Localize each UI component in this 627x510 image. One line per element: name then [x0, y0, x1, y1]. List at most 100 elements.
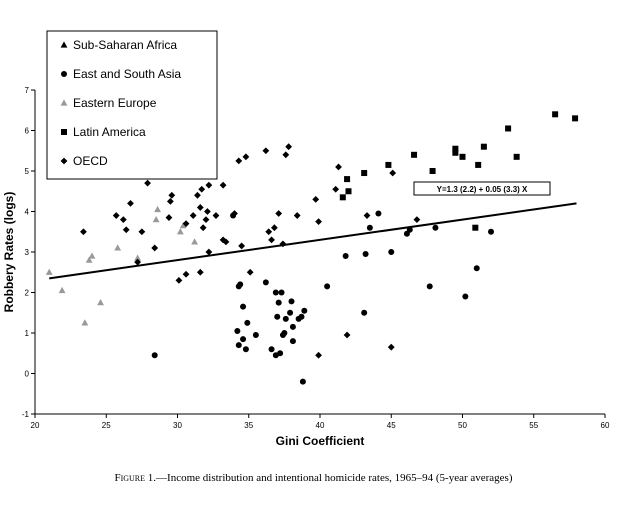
point-east-and-south-asia	[388, 249, 395, 255]
x-tick-label: 50	[458, 421, 467, 430]
point-latin-america	[411, 151, 418, 158]
y-tick-label: 0	[25, 370, 30, 379]
point-east-and-south-asia	[289, 338, 296, 345]
point-eastern-europe	[58, 286, 66, 294]
point-latin-america	[513, 153, 520, 160]
point-oecd	[315, 218, 322, 226]
point-oecd	[199, 224, 207, 232]
caption-text: —Income distribution and intentional hom…	[156, 472, 513, 484]
point-oecd	[205, 248, 213, 256]
point-latin-america	[452, 149, 459, 156]
point-latin-america	[344, 176, 351, 183]
point-oecd	[112, 212, 120, 219]
regression-line-group: Y=1.3 (2.2) + 0.05 (3.3) X	[49, 181, 577, 280]
y-tick-label: 5	[25, 167, 30, 176]
point-latin-america	[459, 153, 466, 160]
point-latin-america	[345, 188, 352, 195]
point-eastern-europe	[97, 299, 104, 306]
point-oecd	[238, 242, 246, 250]
point-oecd	[80, 228, 87, 236]
point-oecd	[122, 226, 130, 234]
point-oecd	[387, 343, 395, 351]
y-tick-label: -1	[22, 410, 30, 419]
point-oecd	[222, 238, 230, 246]
point-oecd	[182, 220, 190, 228]
point-oecd	[279, 240, 287, 248]
point-oecd	[196, 204, 204, 211]
point-oecd	[219, 181, 227, 189]
point-east-and-south-asia	[473, 265, 480, 272]
point-oecd	[312, 195, 320, 203]
legend-marker-oecd	[60, 157, 68, 165]
legend-label-latin-america: Latin America	[73, 125, 146, 139]
x-tick-label: 40	[316, 421, 325, 430]
point-oecd	[151, 244, 159, 252]
point-oecd	[205, 181, 213, 189]
point-oecd	[343, 331, 351, 339]
y-tick-label: 4	[25, 208, 30, 217]
point-oecd	[246, 268, 254, 276]
point-oecd	[119, 216, 127, 223]
y-tick-label: 7	[25, 86, 30, 95]
point-east-and-south-asia	[426, 283, 433, 290]
point-eastern-europe	[81, 319, 89, 326]
point-oecd	[182, 270, 190, 278]
point-oecd	[144, 179, 151, 187]
figure-label: Figure 1.	[114, 472, 157, 484]
point-oecd	[315, 351, 322, 359]
y-ticks: -1 0 1 2 3 4 5 6 7	[22, 86, 35, 419]
point-oecd	[268, 236, 275, 244]
point-oecd	[335, 163, 342, 171]
regression-label-box	[413, 181, 551, 196]
x-tick-label: 20	[31, 421, 40, 430]
point-eastern-europe	[179, 222, 187, 229]
point-east-and-south-asia	[235, 283, 242, 290]
point-east-and-south-asia	[406, 226, 413, 233]
point-oecd	[212, 212, 220, 219]
point-oecd	[389, 169, 397, 177]
point-east-and-south-asia	[151, 352, 158, 359]
point-oecd	[271, 224, 278, 232]
point-east-and-south-asia	[272, 289, 279, 296]
point-oecd	[175, 276, 183, 284]
point-oecd	[138, 228, 146, 236]
point-east-and-south-asia	[278, 289, 285, 296]
legend-label-oecd: OECD	[73, 154, 108, 168]
point-eastern-europe	[176, 228, 184, 235]
point-oecd	[198, 185, 206, 193]
point-east-and-south-asia	[375, 210, 382, 217]
point-east-and-south-asia	[287, 309, 294, 316]
point-latin-america	[429, 168, 436, 174]
point-east-and-south-asia	[240, 336, 247, 343]
x-axis-label: Gini Coefficient	[276, 434, 365, 448]
legend-label-eastern-europe: Eastern Europe	[73, 96, 157, 110]
point-east-and-south-asia	[342, 253, 349, 260]
point-oecd	[363, 212, 371, 219]
point-oecd	[231, 210, 238, 217]
legend-marker-sub-saharan-africa	[60, 41, 68, 48]
x-ticks: 20 25 30 35 40 45 50 55 60	[31, 414, 610, 430]
point-east-and-south-asia	[274, 313, 281, 320]
data-points	[45, 111, 579, 385]
point-latin-america	[505, 125, 512, 132]
point-oecd	[166, 197, 174, 205]
point-east-and-south-asia	[299, 378, 306, 385]
x-tick-label: 35	[244, 421, 253, 430]
x-tick-label: 45	[387, 421, 396, 430]
legend-label-sub-saharan-africa: Sub-Saharan Africa	[73, 38, 177, 52]
point-oecd	[127, 200, 134, 207]
point-east-and-south-asia	[272, 352, 279, 359]
point-east-and-south-asia	[275, 299, 282, 306]
legend-box	[46, 30, 218, 180]
point-oecd	[285, 143, 293, 151]
y-tick-label: 6	[25, 127, 30, 136]
point-eastern-europe	[45, 268, 53, 275]
point-eastern-europe	[85, 256, 93, 263]
point-oecd	[202, 216, 210, 223]
legend-marker-latin-america	[61, 129, 67, 135]
x-tick-label: 55	[529, 421, 538, 430]
point-east-and-south-asia	[288, 298, 295, 305]
point-east-and-south-asia	[252, 332, 259, 339]
x-tick-label: 60	[601, 421, 610, 430]
figure-caption: Figure 1.—Income distribution and intent…	[0, 472, 627, 484]
